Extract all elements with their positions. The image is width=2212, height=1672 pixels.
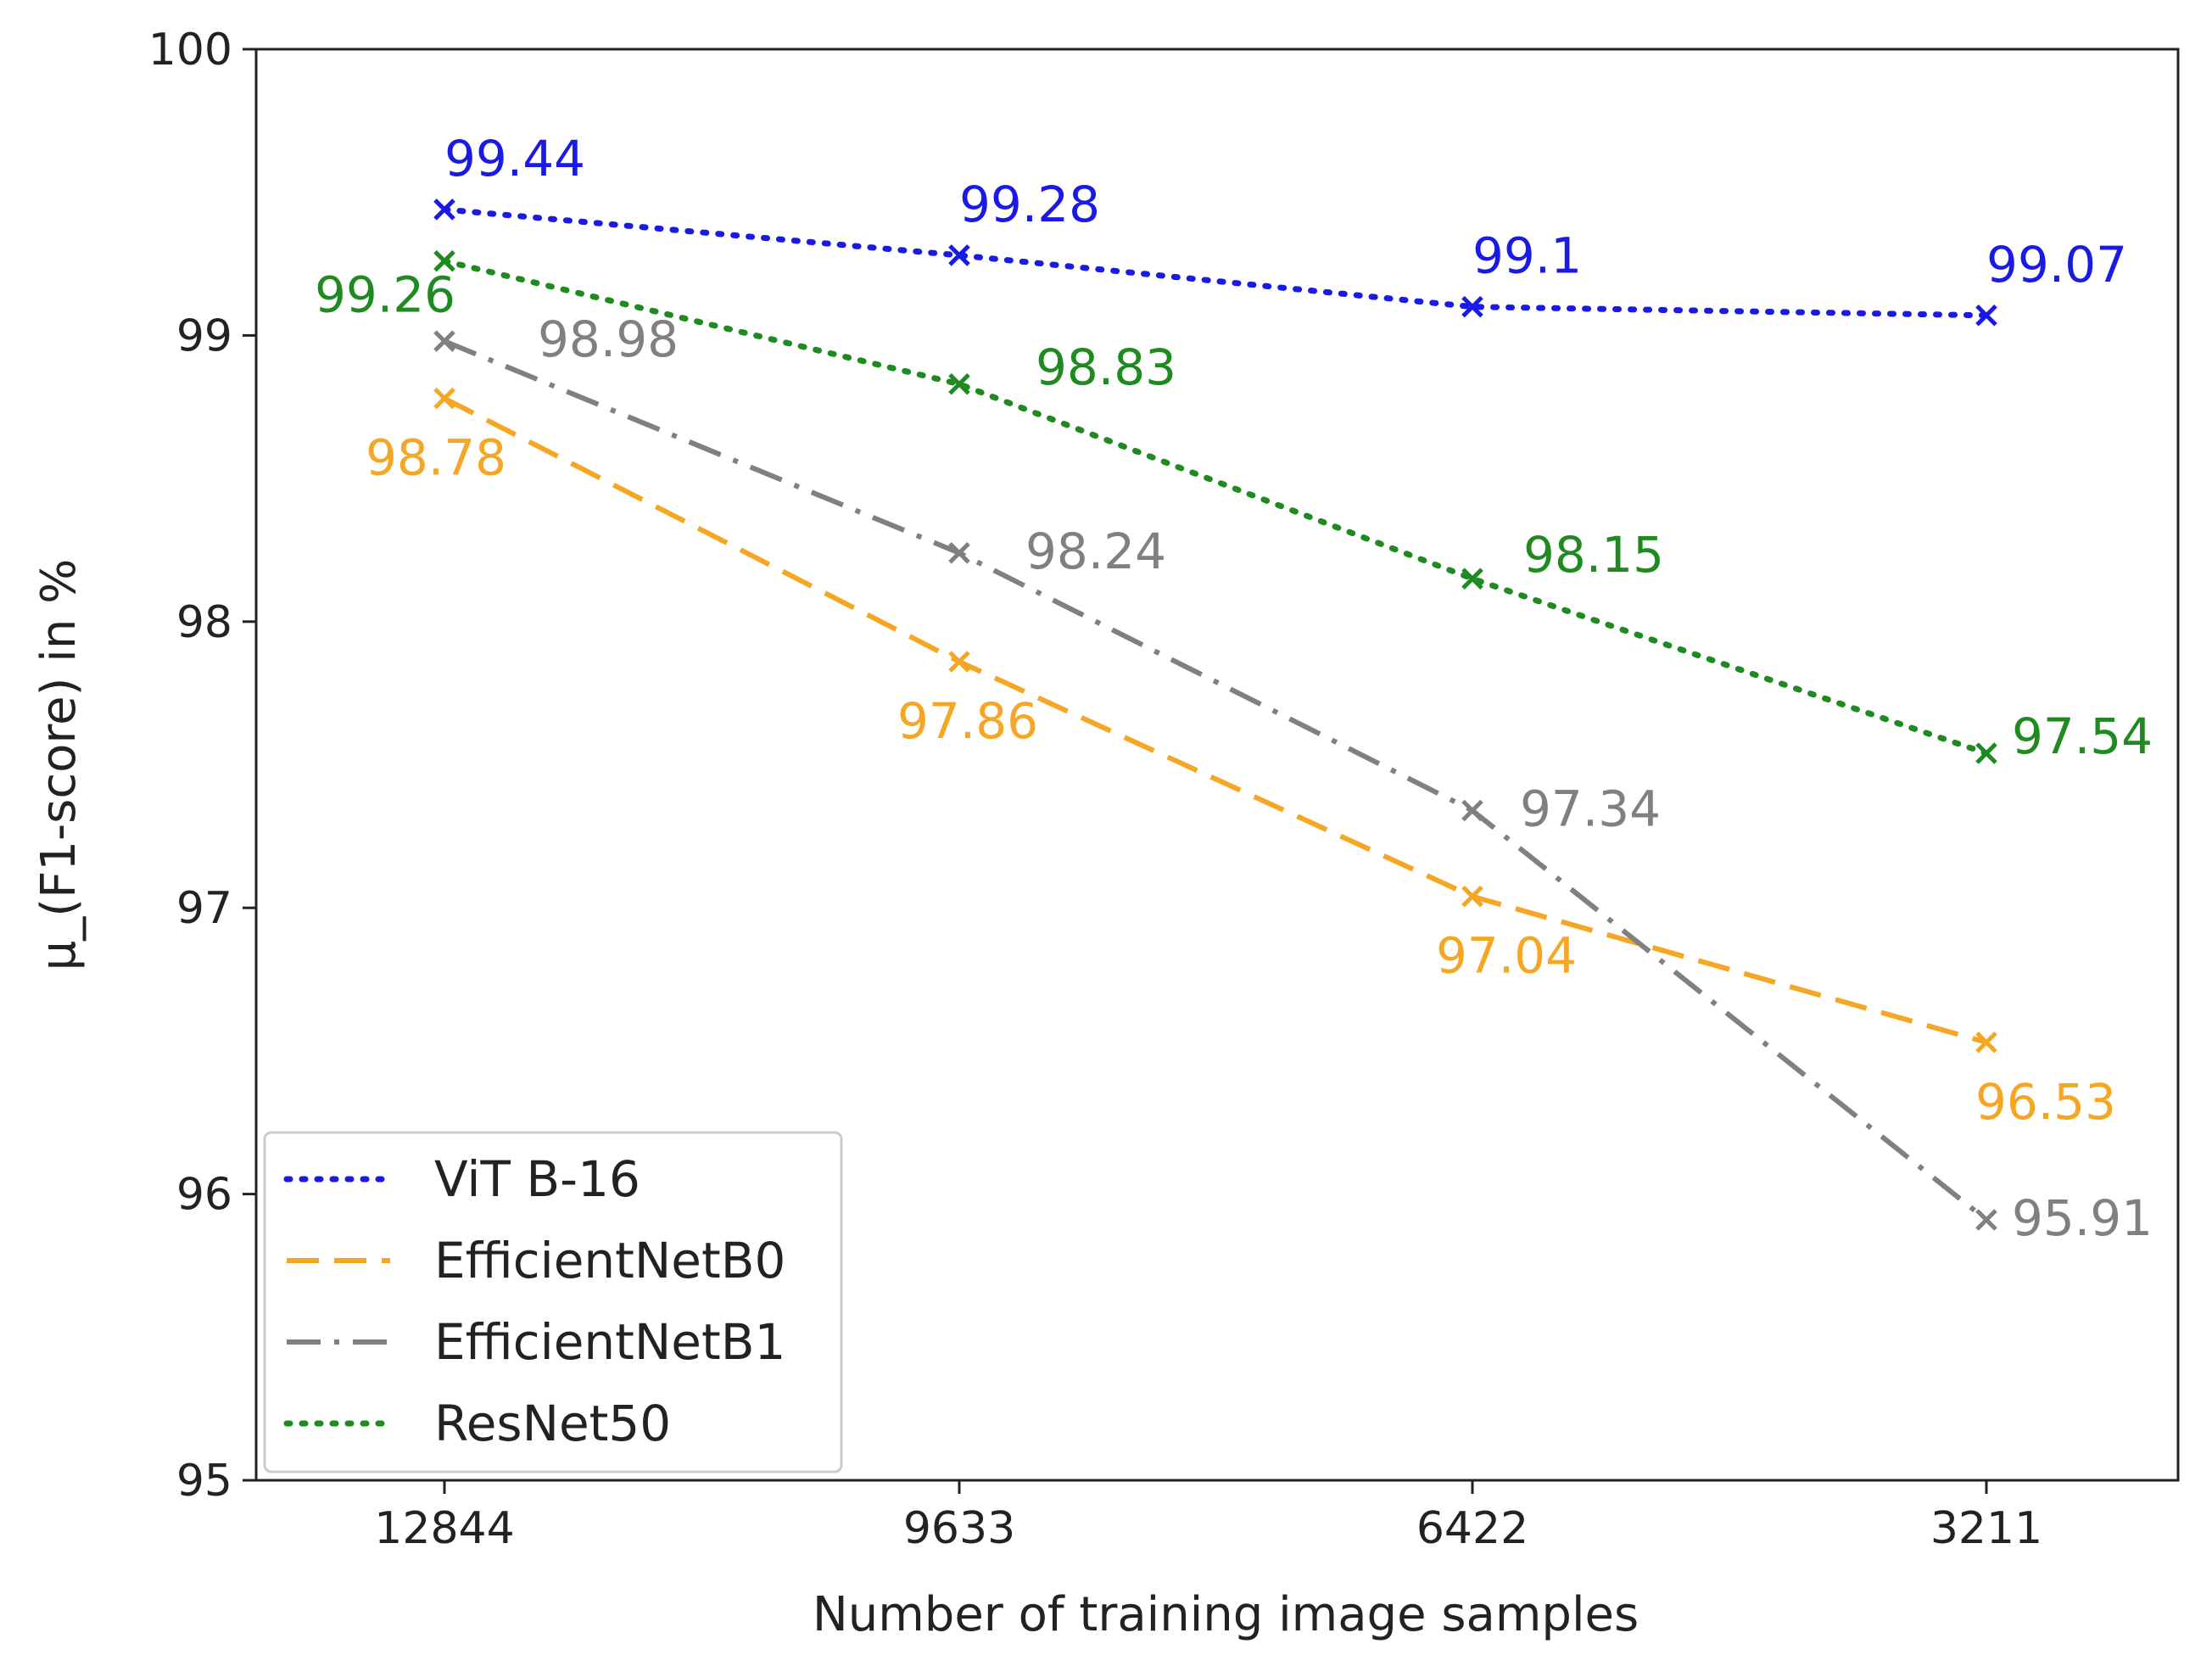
data-point-marker (948, 372, 970, 395)
legend-entry: ResNet50 (434, 1395, 671, 1452)
legend-box (263, 1131, 843, 1473)
data-label: 97.34 (1520, 780, 1661, 837)
data-label: 98.78 (366, 429, 506, 487)
data-label: 99.07 (1986, 236, 2127, 294)
x-tick-label: 6422 (1416, 1503, 1528, 1554)
data-point-marker (1461, 568, 1483, 590)
legend-entry: ViT B-16 (434, 1150, 640, 1208)
legend: ViT B-16 EfficientNetB0 EfficientNetB1 ResN… (263, 1131, 843, 1473)
data-label: 97.54 (2012, 707, 2153, 765)
series-line-0 (441, 206, 1990, 319)
data-label: 98.98 (538, 310, 679, 368)
series-line-2 (443, 338, 1988, 1222)
series-line-3 (441, 258, 1990, 757)
data-point-marker (433, 330, 455, 352)
data-point-marker (1975, 1209, 1997, 1231)
data-label: 96.53 (1975, 1073, 2116, 1131)
y-tick-label: 95 (176, 1456, 232, 1507)
data-label-layer: 99.44 99.28 99.1 99.07 98.78 97.86 97.04 96.53 9… (315, 130, 2153, 1247)
plot-area-frame (254, 48, 2180, 1482)
data-point-marker (1461, 885, 1483, 908)
data-point-marker (1461, 799, 1483, 822)
data-point-marker (1975, 1032, 1997, 1054)
data-point-marker (948, 651, 970, 673)
data-label: 99.26 (315, 266, 455, 324)
data-label: 99.28 (959, 176, 1100, 233)
data-label: 97.04 (1436, 927, 1577, 985)
x-axis-label: Number of training image samples (813, 1587, 1639, 1642)
data-point-marker (1975, 305, 1997, 327)
x-tick-label: 9633 (903, 1503, 1015, 1554)
data-point-marker (433, 249, 455, 272)
legend-entry: EfficientNetB1 (434, 1313, 785, 1371)
data-point-marker (1975, 742, 1997, 764)
x-tick-label: 3211 (1930, 1503, 2042, 1554)
y-tick-label: 96 (176, 1170, 232, 1221)
series-layer (433, 199, 1997, 1231)
data-label: 98.15 (1523, 526, 1664, 584)
data-point-marker (948, 244, 970, 266)
data-label: 99.1 (1472, 227, 1582, 285)
y-tick-label: 100 (148, 25, 232, 75)
data-point-marker (433, 199, 455, 221)
y-tick-label: 99 (176, 310, 232, 361)
y-axis-label: μ_(F1-score) in % (31, 559, 87, 971)
data-point-marker (1461, 295, 1483, 318)
data-point-marker (433, 387, 455, 410)
series-line-1 (443, 395, 1987, 1045)
y-tick-label: 97 (176, 883, 232, 934)
y-tick-label: 98 (176, 597, 232, 648)
data-label: 98.83 (1036, 338, 1176, 396)
data-point-marker (948, 542, 970, 564)
data-label: 99.44 (444, 130, 585, 187)
data-label: 97.86 (897, 692, 1038, 750)
x-tick-label: 12844 (374, 1503, 514, 1554)
data-label: 95.91 (2012, 1189, 2153, 1247)
tick-layer: 95 96 97 98 99 100 12844 9633 6422 3211 (148, 25, 2042, 1554)
legend-entry: EfficientNetB0 (434, 1232, 785, 1289)
data-label: 98.24 (1025, 523, 1166, 580)
